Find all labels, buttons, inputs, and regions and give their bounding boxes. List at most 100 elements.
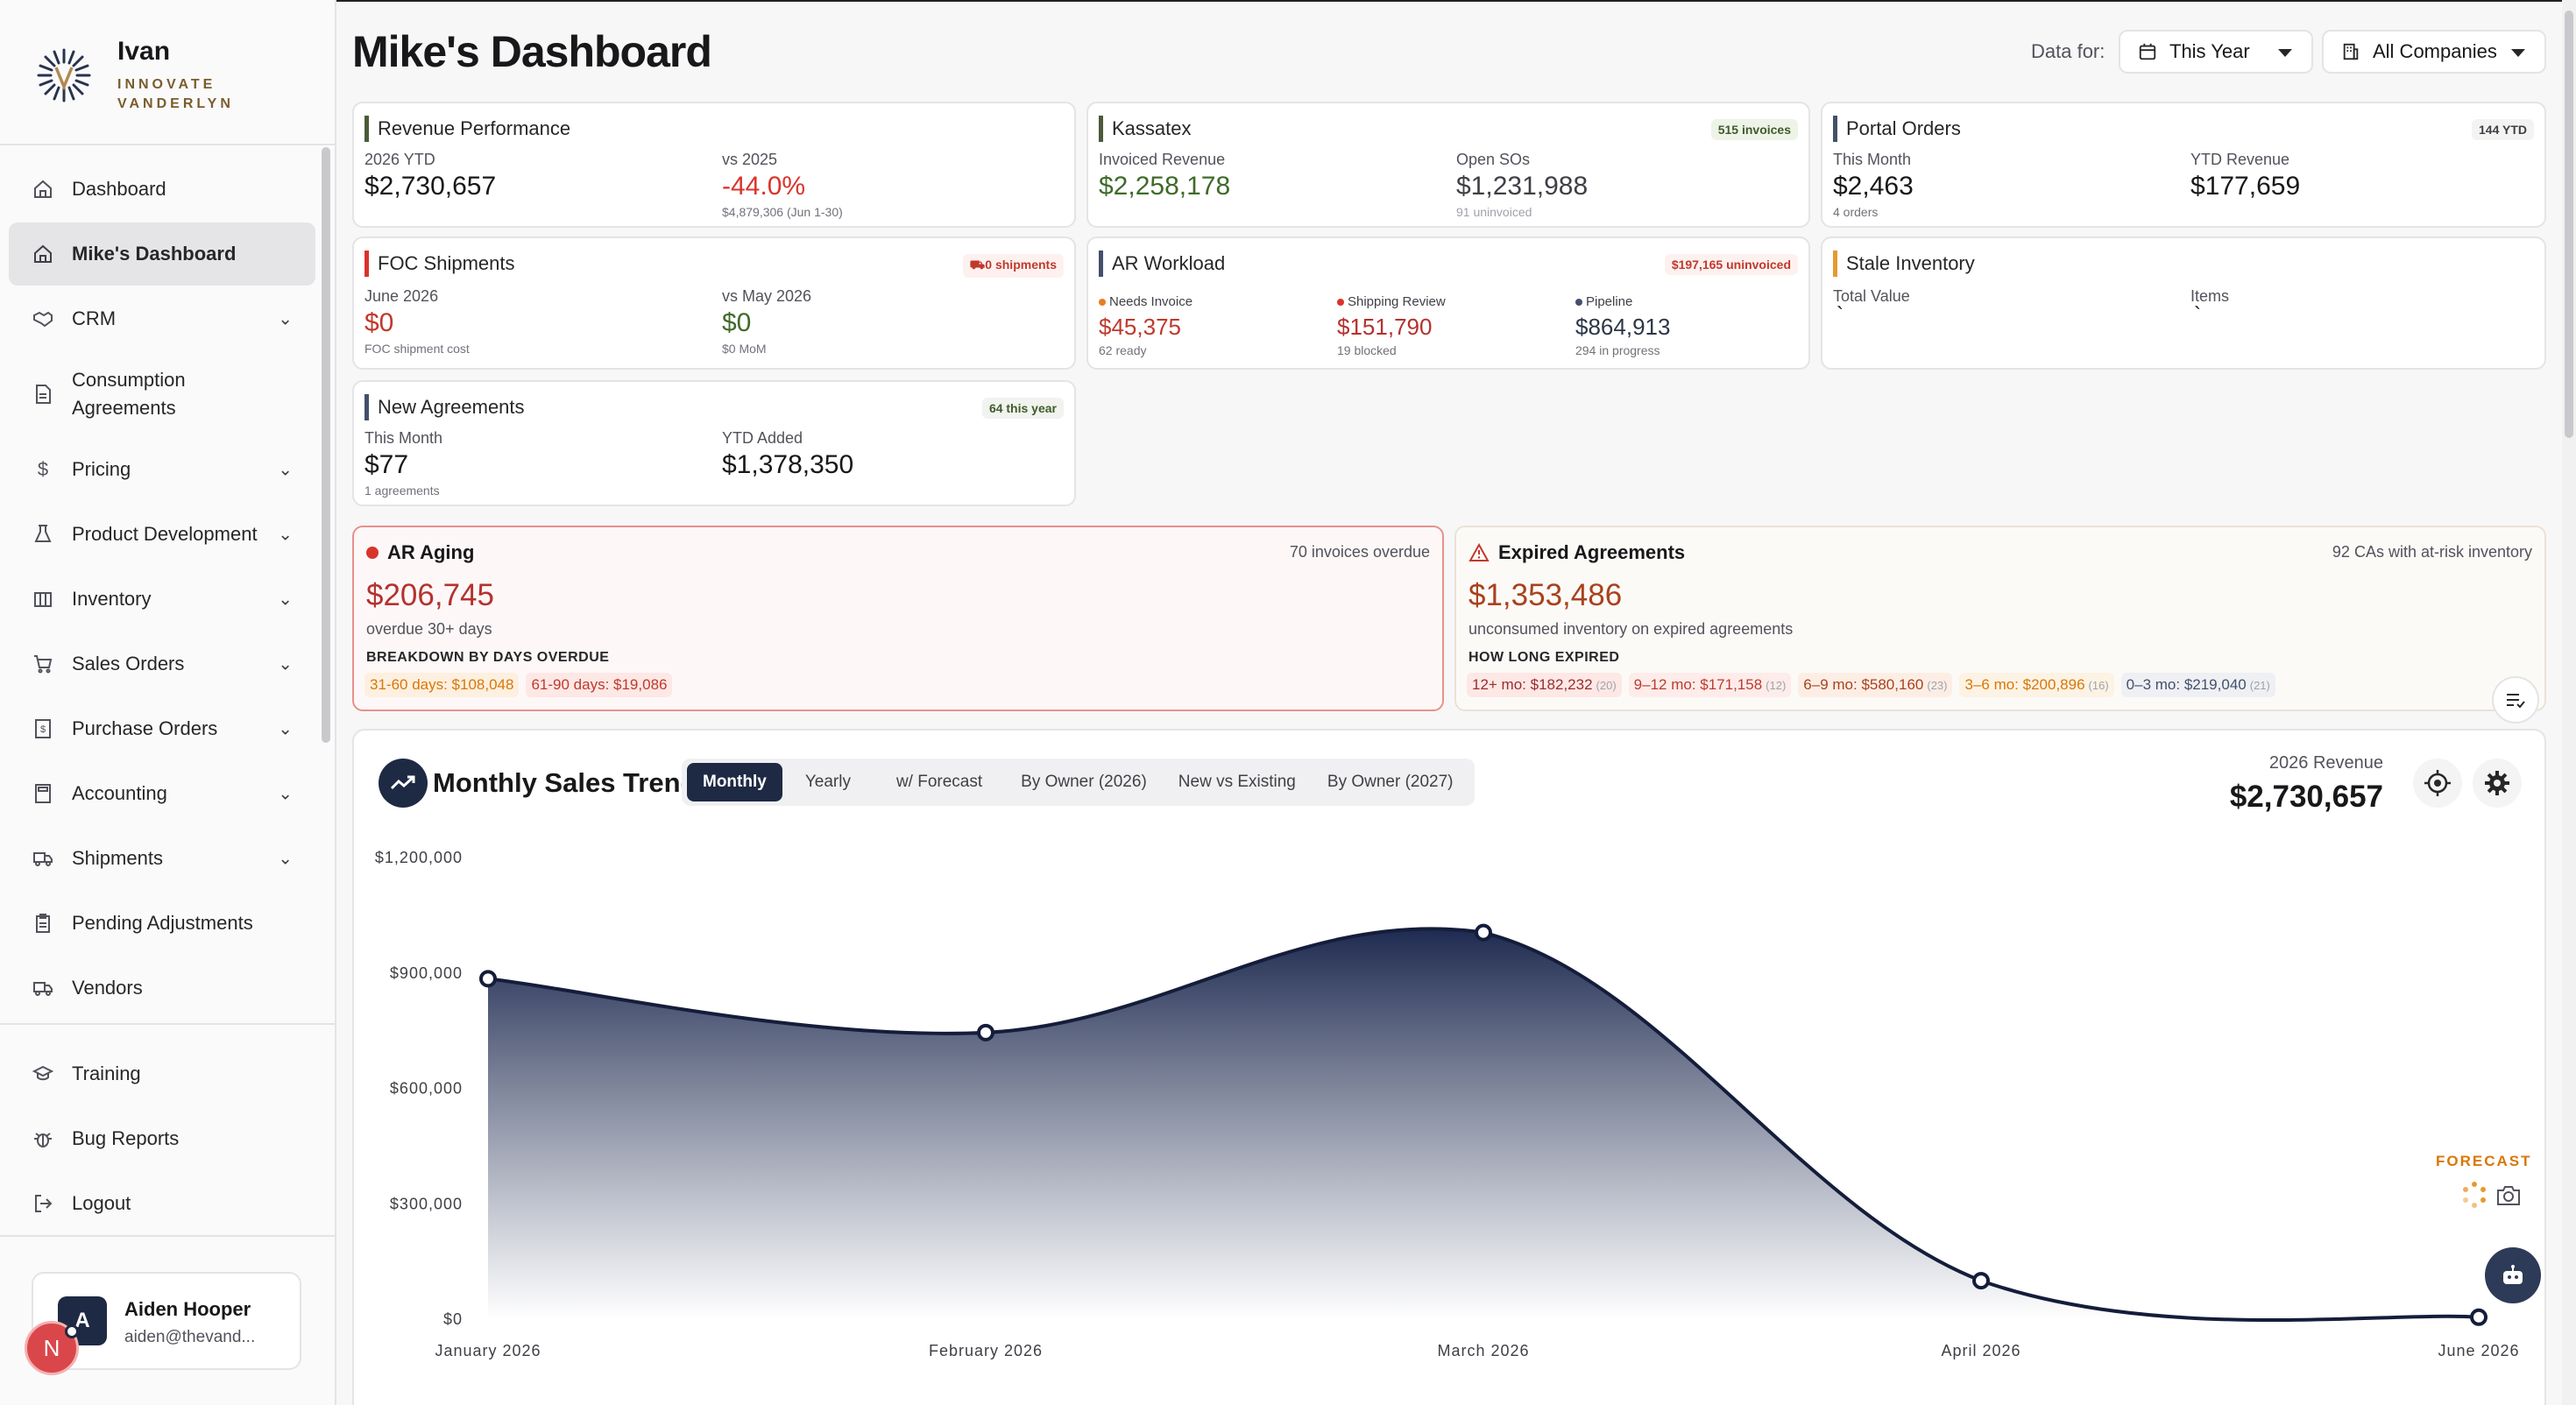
sidebar-item-mikes-dashboard[interactable]: Mike's Dashboard xyxy=(9,222,315,286)
ar-aging-panel[interactable]: AR Aging 70 invoices overdue $206,745 ov… xyxy=(352,526,1444,711)
sidebar-divider xyxy=(0,144,335,145)
status-dot xyxy=(65,1324,79,1338)
expired-pill[interactable]: 3–6 mo: $200,896 (16) xyxy=(1959,673,2114,697)
expired-pill[interactable]: 0–3 mo: $219,040 (21) xyxy=(2120,673,2275,697)
sidebar-item-product-development[interactable]: Product Development ⌄ xyxy=(9,503,315,566)
tab-yearly[interactable]: Yearly xyxy=(804,773,851,791)
sidebar-item-training[interactable]: Training xyxy=(9,1042,315,1105)
expired-title-text: Expired Agreements xyxy=(1498,541,1686,563)
expired-pill[interactable]: 6–9 mo: $580,160 (23) xyxy=(1798,673,1953,697)
expired-breakdown-label: HOW LONG EXPIRED xyxy=(1468,650,1620,665)
tab-by-owner-2027[interactable]: By Owner (2027) xyxy=(1327,773,1454,791)
sidebar-item-logout[interactable]: Logout xyxy=(9,1172,315,1235)
card-revenue-performance[interactable]: Revenue Performance 2026 YTD $2,730,657 … xyxy=(352,102,1076,228)
calendar-icon xyxy=(2139,43,2156,60)
brand-name: Ivan xyxy=(117,37,171,66)
sidebar-item-label: Accounting xyxy=(72,782,167,804)
card-ar-workload[interactable]: AR Workload $197,165 uninvoiced Needs In… xyxy=(1086,237,1810,370)
card-title: Portal Orders xyxy=(1833,116,1961,142)
tab-new-vs-existing[interactable]: New vs Existing xyxy=(1178,773,1296,791)
crosshair-icon xyxy=(2424,770,2451,796)
handshake-icon xyxy=(32,307,54,330)
ar-aging-breakdown-label: BREAKDOWN BY DAYS OVERDUE xyxy=(366,650,610,665)
revenue-ytd-label: 2026 YTD xyxy=(364,151,435,168)
sidebar-item-label: Consumption Agreements xyxy=(72,369,186,419)
sidebar-item-dashboard[interactable]: Dashboard xyxy=(9,158,315,221)
monthly-sales-trend-card: Monthly Sales Trend Monthly Yearly w/ Fo… xyxy=(352,729,2546,1405)
card-stale-inventory[interactable]: Stale Inventory Total Value ` Items ` xyxy=(1821,237,2546,370)
page-scrollbar-thumb[interactable] xyxy=(2565,11,2573,438)
period-select[interactable]: This Year xyxy=(2119,30,2313,74)
chevron-down-icon[interactable]: ⌄ xyxy=(278,309,293,329)
card-foc-shipments[interactable]: FOC Shipments ⛟0 shipments June 2026 $0 … xyxy=(352,237,1076,370)
pill-count: (21) xyxy=(2249,679,2270,692)
sidebar-item-accounting[interactable]: Accounting ⌄ xyxy=(9,762,315,825)
sidebar-item-pending-adjustments[interactable]: Pending Adjustments xyxy=(9,892,315,955)
home-icon xyxy=(32,178,54,201)
sidebar-item-inventory[interactable]: Inventory ⌄ xyxy=(9,568,315,631)
brand[interactable]: Ivan INNOVATE VANDERLYN xyxy=(33,37,234,114)
card-kassatex[interactable]: Kassatex 515 invoices Invoiced Revenue $… xyxy=(1086,102,1810,228)
tab-by-owner-2026[interactable]: By Owner (2026) xyxy=(1021,773,1147,791)
sidebar-item-vendors[interactable]: Vendors xyxy=(9,957,315,1020)
chevron-down-icon[interactable]: ⌄ xyxy=(278,525,293,545)
sidebar-item-crm[interactable]: CRM ⌄ xyxy=(9,287,315,350)
revenue-ytd-value: $2,730,657 xyxy=(364,172,497,201)
card-new-agreements[interactable]: New Agreements 64 this year This Month $… xyxy=(352,380,1076,506)
building-icon xyxy=(2343,43,2359,60)
graduation-cap-icon xyxy=(32,1063,54,1085)
card-portal-orders[interactable]: Portal Orders 144 YTD This Month $2,463 … xyxy=(1821,102,2546,228)
sidebar-item-purchase-orders[interactable]: $ Purchase Orders ⌄ xyxy=(9,697,315,760)
sidebar-item-label: Bug Reports xyxy=(72,1127,180,1149)
expired-sub: unconsumed inventory on expired agreemen… xyxy=(1468,620,1794,638)
sidebar-item-shipments[interactable]: Shipments ⌄ xyxy=(9,827,315,890)
list-check-button[interactable] xyxy=(2492,676,2539,724)
camera-icon xyxy=(2497,1186,2520,1205)
page-scrollbar[interactable] xyxy=(2562,0,2576,1405)
companies-select[interactable]: All Companies xyxy=(2322,30,2546,74)
tab-monthly[interactable]: Monthly xyxy=(687,763,782,801)
stale-items-value: ` xyxy=(2194,303,2201,327)
stale-total-label: Total Value xyxy=(1833,287,1910,305)
expired-value: $1,353,486 xyxy=(1468,578,1623,612)
card-title: Kassatex xyxy=(1099,116,1192,142)
chevron-down-icon[interactable]: ⌄ xyxy=(278,590,293,610)
sidebar-item-label: Pending Adjustments xyxy=(72,912,253,934)
settings-button[interactable] xyxy=(2473,759,2522,808)
sidebar-item-label: Sales Orders xyxy=(72,653,185,674)
aging-pill[interactable]: 61-90 days: $19,086 xyxy=(526,673,673,697)
chevron-down-icon[interactable]: ⌄ xyxy=(278,460,293,480)
shipping-review-value: $151,790 xyxy=(1337,314,1433,340)
user-card[interactable]: A Aiden Hooper aiden@thevand... xyxy=(32,1272,301,1370)
sidebar-item-bug-reports[interactable]: Bug Reports xyxy=(9,1107,315,1170)
document-icon xyxy=(32,383,54,406)
agreements-badge: 64 this year xyxy=(981,398,1064,419)
tab-forecast[interactable]: w/ Forecast xyxy=(895,773,983,791)
chevron-down-icon[interactable]: ⌄ xyxy=(278,784,293,804)
aging-pill[interactable]: 31-60 days: $108,048 xyxy=(364,673,520,697)
target-button[interactable] xyxy=(2413,759,2462,808)
card-title: Revenue Performance xyxy=(364,116,570,142)
pipeline-sub: 294 in progress xyxy=(1575,343,1660,357)
ar-aging-title: AR Aging xyxy=(366,541,474,564)
revenue-value: $2,730,657 xyxy=(2229,780,2383,814)
sidebar-item-sales-orders[interactable]: Sales Orders ⌄ xyxy=(9,632,315,695)
assistant-bot-button[interactable] xyxy=(2485,1247,2541,1303)
chevron-down-icon[interactable]: ⌄ xyxy=(278,849,293,869)
sidebar-item-label: CRM xyxy=(72,307,117,329)
sidebar-item-pricing[interactable]: $ Pricing ⌄ xyxy=(9,438,315,501)
sidebar-scrollbar[interactable] xyxy=(322,147,330,743)
sidebar-item-consumption-agreements[interactable]: Consumption Agreements xyxy=(9,352,315,436)
expired-agreements-panel[interactable]: Expired Agreements 92 CAs with at-risk i… xyxy=(1454,526,2546,711)
top-border xyxy=(0,0,2576,2)
chevron-down-icon[interactable]: ⌄ xyxy=(278,654,293,674)
sidebar-item-label: Pricing xyxy=(72,458,131,480)
sidebar-item-label: Product Development xyxy=(72,523,258,545)
invoiced-revenue-value: $2,258,178 xyxy=(1099,172,1231,201)
sidebar-nav: Dashboard Mike's Dashboard CRM ⌄ Consump… xyxy=(9,158,315,1021)
expired-pill[interactable]: 9–12 mo: $171,158 (12) xyxy=(1628,673,1792,697)
camera-button[interactable] xyxy=(2495,1184,2523,1209)
caret-down-icon xyxy=(2278,49,2292,57)
chevron-down-icon[interactable]: ⌄ xyxy=(278,719,293,739)
expired-pill[interactable]: 12+ mo: $182,232 (20) xyxy=(1467,673,1622,697)
